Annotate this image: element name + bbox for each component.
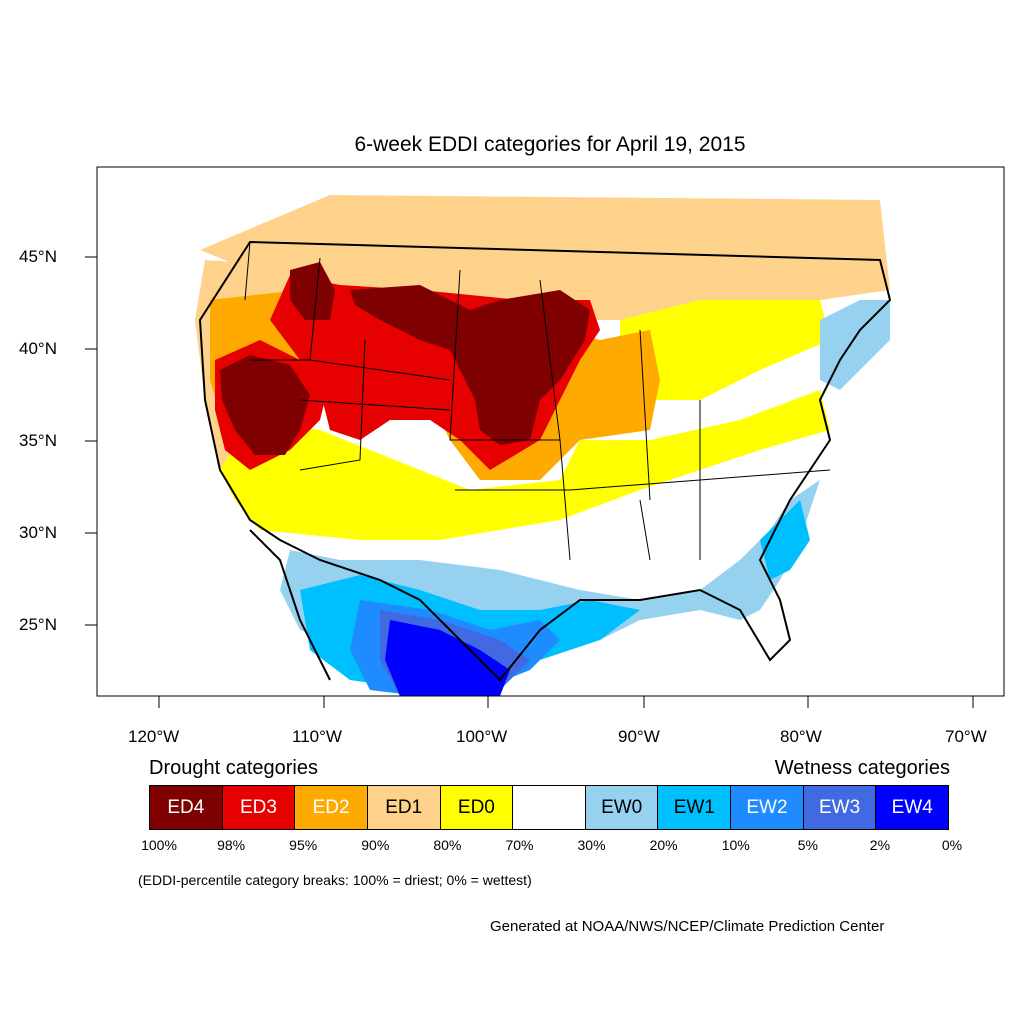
map-frame	[96, 166, 1005, 697]
boundary-lines	[198, 240, 892, 682]
region-ed0-north	[620, 300, 830, 400]
map-title: 6-week EDDI categories for April 19, 201…	[354, 133, 746, 156]
lon-label: 70°W	[945, 727, 987, 746]
legend-break-label: 10%	[721, 837, 750, 853]
category-note: (EDDI-percentile category breaks: 100% =…	[138, 872, 532, 888]
state-line	[539, 279, 571, 561]
legend-break-label: 2%	[869, 837, 891, 853]
legend-break-label: 100%	[141, 837, 177, 853]
legend-category: EW4	[876, 786, 949, 829]
legend-break-label: 20%	[649, 837, 678, 853]
legend-break-label: 80%	[433, 837, 462, 853]
region-ew4	[385, 620, 510, 696]
legend-color-bar: ED4 ED3 ED2 ED1 ED0 EW0 EW1 EW2 EW3 EW4	[149, 785, 949, 830]
region-ed0-band	[220, 390, 830, 540]
region-ew0-ne	[820, 300, 890, 390]
legend-break-label: 98%	[217, 837, 246, 853]
legend-break-label: 0%	[941, 837, 963, 853]
legend-break-label: 70%	[505, 837, 534, 853]
legend-category: EW0	[585, 786, 659, 829]
lon-label: 110°W	[292, 727, 342, 746]
legend-break-label: 90%	[361, 837, 390, 853]
state-line	[244, 241, 251, 301]
us-outline	[198, 240, 892, 682]
lon-label: 100°W	[456, 727, 508, 746]
region-ed4-north	[350, 285, 590, 445]
legend-break-label: 95%	[289, 837, 318, 853]
lat-label: 40°N	[19, 339, 57, 358]
state-line	[299, 399, 451, 411]
lon-label: 90°W	[618, 727, 660, 746]
lat-label: 25°N	[19, 615, 57, 634]
legend-category: EW3	[803, 786, 877, 829]
credit-line: Generated at NOAA/NWS/NCEP/Climate Predi…	[490, 918, 885, 935]
legend-category: ED2	[295, 786, 368, 829]
region-ew1-se	[760, 500, 810, 580]
legend-category: ED1	[367, 786, 441, 829]
state-line	[639, 329, 651, 501]
state-line	[449, 269, 560, 441]
state-line	[569, 469, 831, 491]
lon-label: 80°W	[780, 727, 822, 746]
legend-category: ED3	[222, 786, 296, 829]
state-line	[299, 339, 366, 471]
legend-category: ED0	[440, 786, 514, 829]
lon-label: 120°W	[128, 727, 180, 746]
legend-category: EW2	[731, 786, 804, 829]
map-fill-layer	[195, 195, 890, 696]
lat-label: 45°N	[19, 247, 57, 266]
legend-category: EW1	[658, 786, 732, 829]
legend-wetness-title: Wetness categories	[774, 757, 950, 779]
legend-drought-title: Drought categories	[149, 757, 318, 779]
region-ed1-north	[200, 195, 890, 320]
legend-break-label: 30%	[577, 837, 606, 853]
region-ed4-nw	[290, 262, 335, 320]
axis-ticks	[85, 256, 974, 708]
lat-label: 35°N	[19, 431, 57, 450]
state-line	[639, 499, 651, 561]
region-ed4-west	[220, 355, 310, 455]
region-normal	[260, 430, 830, 600]
coastline-mexico	[249, 529, 331, 681]
legend-category: ED4	[150, 786, 223, 829]
lat-label: 30°N	[19, 523, 57, 542]
legend-category	[513, 786, 586, 829]
legend-break-label: 5%	[797, 837, 818, 853]
